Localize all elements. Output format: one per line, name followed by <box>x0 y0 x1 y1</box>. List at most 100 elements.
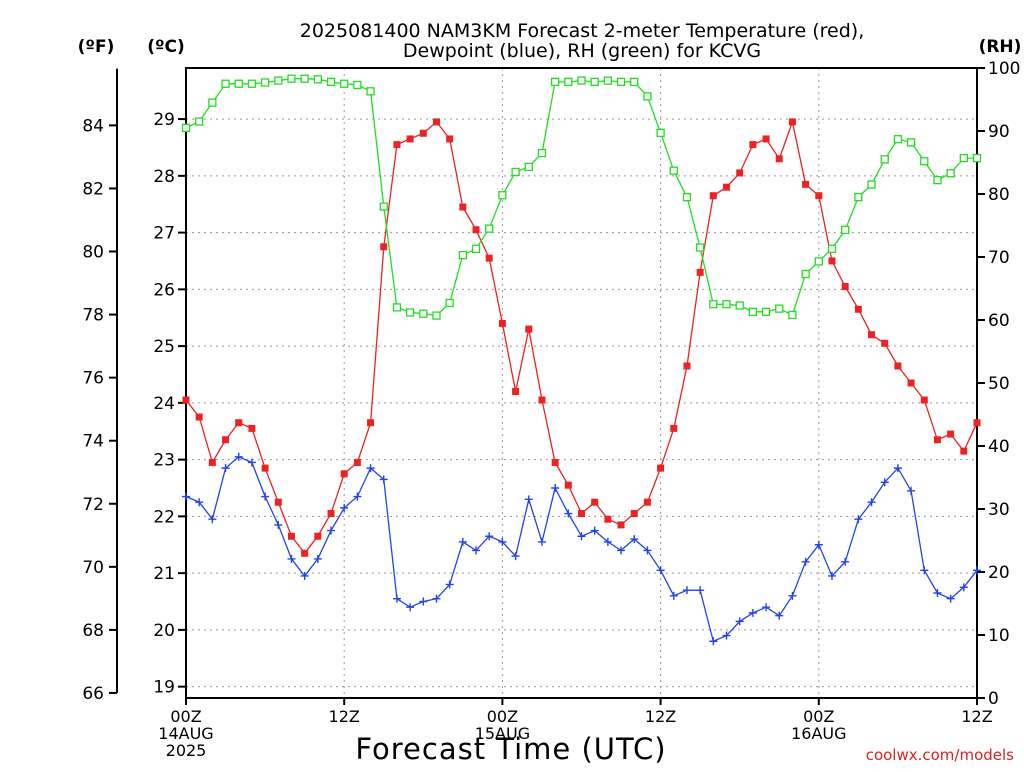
dewpoint-point <box>234 452 243 461</box>
temperature-point <box>907 379 915 387</box>
temperature-point <box>617 521 625 529</box>
dewpoint-point <box>261 492 270 501</box>
rh-tick-label: 50 <box>988 374 1010 394</box>
rh-point <box>920 157 929 166</box>
temperature-point <box>327 510 335 518</box>
temperature-point <box>551 458 559 466</box>
dewpoint-point <box>432 594 441 603</box>
temperature-point <box>419 129 427 137</box>
credit-link[interactable]: coolwx.com/models <box>866 746 1014 764</box>
temperature-point <box>208 458 216 466</box>
rh-point <box>419 309 428 318</box>
rh-point <box>340 79 349 88</box>
dewpoint-point <box>814 540 823 549</box>
series-line-dewpoint <box>185 456 978 643</box>
dewpoint-point <box>366 464 375 473</box>
x-tick-label: 00Z <box>487 707 518 726</box>
temperature-point <box>643 498 651 506</box>
dewpoint-point <box>327 526 336 535</box>
temperature-point <box>340 470 348 478</box>
dewpoint-point <box>801 557 810 566</box>
rh-point <box>432 311 441 320</box>
fahrenheit-tick-label: 66 <box>82 684 104 704</box>
x-tick-label: 12Z <box>961 707 992 726</box>
grid-lines <box>186 68 977 698</box>
dewpoint-point <box>182 492 190 501</box>
temperature-point <box>591 498 599 506</box>
rh-point <box>801 269 810 279</box>
dewpoint-point <box>643 546 652 555</box>
temperature-point <box>960 447 968 455</box>
rh-point <box>300 74 309 83</box>
rh-point <box>933 175 942 185</box>
dewpoint-point <box>762 603 771 612</box>
dewpoint-point <box>854 515 863 524</box>
rh-point <box>326 77 336 87</box>
celsius-tick-label: 27 <box>153 224 175 244</box>
rh-point <box>867 180 876 189</box>
rh-point <box>353 80 362 90</box>
temperature-point <box>802 180 810 188</box>
temperature-point <box>195 413 203 421</box>
dewpoint-point <box>656 566 665 575</box>
rh-point <box>445 298 454 308</box>
fahrenheit-tick-label: 78 <box>82 306 104 326</box>
rh-point <box>841 225 850 235</box>
dewpoint-point <box>946 594 955 603</box>
temperature-point <box>485 254 493 262</box>
fahrenheit-tick-label: 74 <box>82 432 104 452</box>
temperature-point <box>248 424 256 432</box>
dewpoint-point <box>208 515 217 524</box>
celsius-tick-label: 22 <box>153 507 175 527</box>
temperature-point <box>235 419 243 427</box>
dewpoint-point <box>920 566 929 575</box>
temperature-point <box>525 325 533 333</box>
x-tick-label: 12Z <box>645 707 676 726</box>
x-axis-title: Forecast Time (UTC) <box>355 732 666 766</box>
rh-tick-label: 20 <box>988 563 1010 583</box>
temperature-point <box>578 510 585 518</box>
dewpoint-point <box>485 532 494 541</box>
rh-tick-label: 70 <box>988 248 1010 268</box>
temperature-point <box>261 464 269 472</box>
dewpoint-point <box>287 554 296 563</box>
rh-point <box>972 153 982 163</box>
celsius-tick-label: 26 <box>153 280 175 300</box>
dewpoint-point <box>959 583 968 592</box>
rh-tick-label: 100 <box>988 59 1020 79</box>
rh-point <box>498 191 507 200</box>
rh-point <box>735 301 744 310</box>
temperature-point <box>683 362 691 370</box>
rh-point <box>379 202 388 211</box>
rh-point <box>696 243 705 252</box>
temperature-point <box>406 135 414 143</box>
celsius-tick-label: 25 <box>153 337 175 357</box>
temperature-point <box>775 155 783 163</box>
dewpoint-point <box>221 464 230 473</box>
temperature-point <box>222 436 230 444</box>
dewpoint-point <box>841 557 850 566</box>
dewpoint-point <box>682 586 691 595</box>
celsius-tick-label: 28 <box>153 167 175 187</box>
x-tick-label: 16AUG <box>791 724 846 743</box>
data-series <box>181 74 982 646</box>
x-tick-label: 00Z <box>170 707 201 726</box>
rh-point <box>485 224 494 233</box>
series-temperature <box>182 118 981 557</box>
temperature-point <box>182 396 190 404</box>
rh-tick-label: 30 <box>988 500 1010 520</box>
x-tick-label: 2025 <box>166 741 207 760</box>
x-tick-label: 12Z <box>329 707 360 726</box>
temperature-point <box>696 268 704 276</box>
rh-point <box>313 75 322 84</box>
rh-point <box>564 77 573 87</box>
dewpoint-point <box>419 597 428 606</box>
rh-point <box>854 192 863 202</box>
rh-point <box>814 257 823 266</box>
rh-point <box>775 304 784 313</box>
dewpoint-point <box>406 603 415 612</box>
dewpoint-point <box>537 537 546 546</box>
temperature-point <box>736 169 744 177</box>
temperature-point <box>446 135 454 143</box>
dewpoint-point <box>630 535 639 544</box>
